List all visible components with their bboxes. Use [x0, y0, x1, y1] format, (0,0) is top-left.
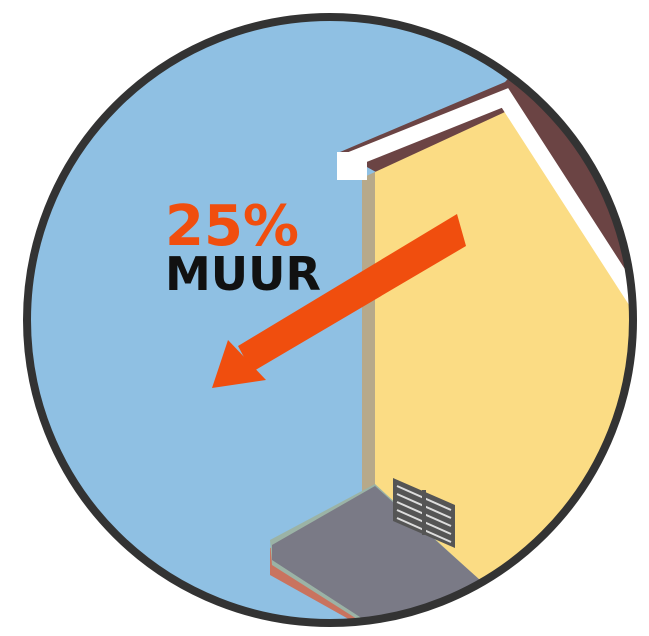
wall-shadow — [362, 172, 375, 512]
label-name: MUUR — [165, 247, 321, 301]
overhang — [337, 152, 367, 180]
illustration: 25% MUUR — [0, 0, 649, 636]
page: 25% MUUR (() => { const data = JSON.pars… — [0, 0, 649, 636]
scene — [0, 0, 649, 636]
